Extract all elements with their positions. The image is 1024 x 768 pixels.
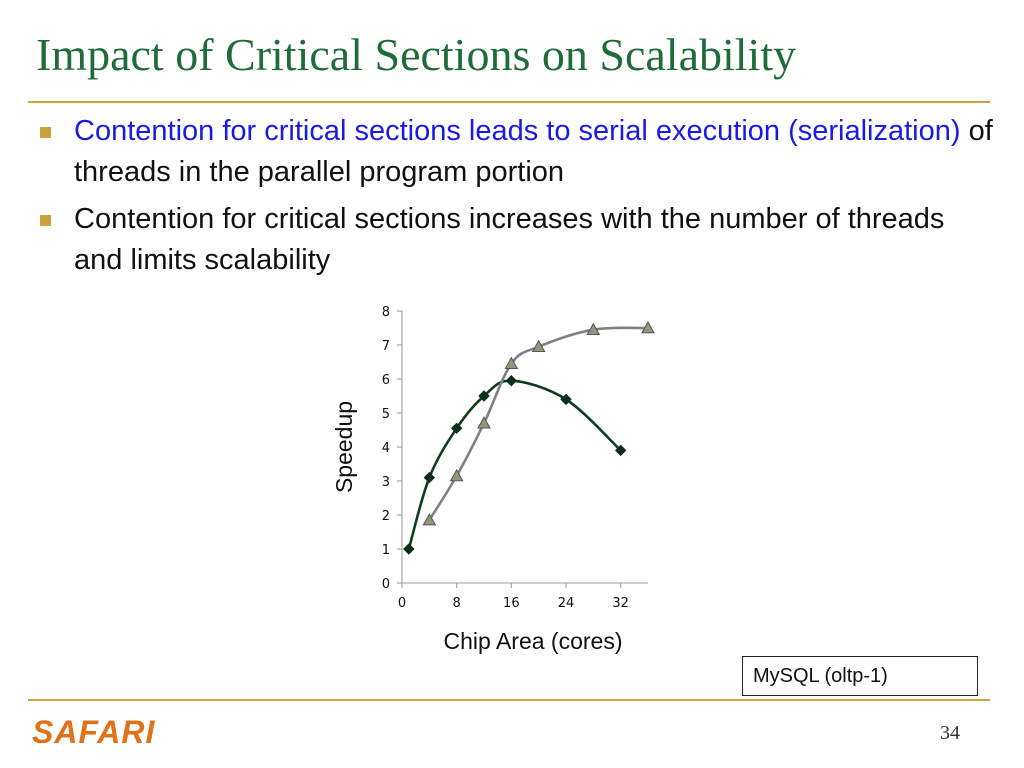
x-axis-label: Chip Area (cores) xyxy=(444,628,623,654)
series-line xyxy=(407,379,622,550)
bullet-list: Contention for critical sections leads t… xyxy=(36,111,996,287)
bullet-highlight-text: Contention for critical sections leads t… xyxy=(74,115,961,147)
y-tick-label: 6 xyxy=(382,373,390,388)
y-tick-label: 2 xyxy=(382,509,390,524)
bullet-text: of threads in the parallel program porti… xyxy=(74,115,993,188)
y-tick-label: 0 xyxy=(382,577,390,592)
data-point-diamond xyxy=(560,393,572,406)
series-line xyxy=(428,326,649,521)
title-divider xyxy=(28,101,990,103)
y-tick-label: 8 xyxy=(382,305,390,320)
slide-title: Impact of Critical Sections on Scalabili… xyxy=(36,29,797,80)
data-point-diamond xyxy=(423,471,436,484)
data-point-triangle xyxy=(477,416,491,429)
y-tick-label: 7 xyxy=(382,339,390,354)
y-tick-label: 3 xyxy=(382,475,390,490)
data-point-triangle xyxy=(531,339,546,352)
bullet-square-icon xyxy=(40,127,51,138)
benchmark-label-box: MySQL (oltp-1) xyxy=(742,656,978,696)
data-point-diamond xyxy=(505,374,518,387)
bullet-item: Contention for critical sections leads t… xyxy=(36,111,996,193)
x-tick-label: 8 xyxy=(453,596,461,611)
y-tick-label: 4 xyxy=(382,441,390,456)
safari-logo: SAFARI xyxy=(32,714,156,750)
x-tick-label: 0 xyxy=(398,596,406,611)
data-point-triangle xyxy=(422,513,437,526)
data-point-triangle xyxy=(504,356,519,369)
data-point-diamond xyxy=(614,444,627,457)
data-point-diamond xyxy=(478,390,490,402)
y-tick-label: 1 xyxy=(382,543,390,558)
y-tick-label: 5 xyxy=(382,407,390,422)
footer-divider xyxy=(28,699,990,701)
bullet-item: Contention for critical sections increas… xyxy=(36,199,996,281)
data-point-triangle xyxy=(641,320,655,334)
x-tick-label: 32 xyxy=(612,596,629,611)
bullet-square-icon xyxy=(40,215,51,226)
bullet-text: Contention for critical sections increas… xyxy=(74,203,945,276)
data-point-diamond xyxy=(403,543,415,555)
y-axis-label: Speedup xyxy=(331,401,357,493)
data-point-triangle xyxy=(586,322,601,335)
x-tick-label: 16 xyxy=(503,596,520,611)
speedup-chart: 0 1 2 3 4 5 6 7 8 0 8 16 24 32 Speedup Chip Area (cores… xyxy=(331,305,655,654)
data-point-triangle xyxy=(449,468,464,482)
x-tick-label: 24 xyxy=(558,596,575,611)
data-point-diamond xyxy=(450,422,463,435)
page-number: 34 xyxy=(940,722,960,744)
